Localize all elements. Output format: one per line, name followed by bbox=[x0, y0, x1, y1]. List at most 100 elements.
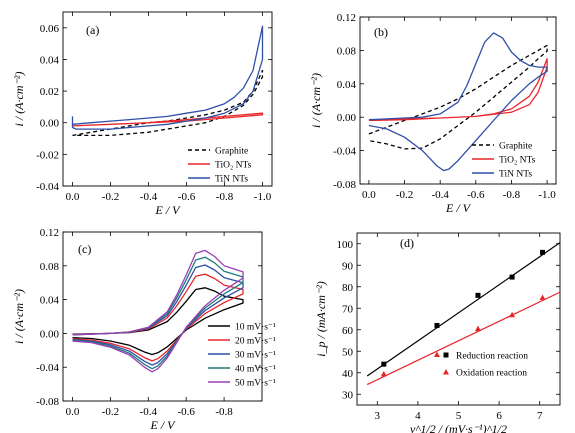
x-tick-label: -0.4 bbox=[140, 191, 158, 203]
legend-label: 40 mV·s⁻¹ bbox=[235, 365, 276, 375]
y-tick-label: 60 bbox=[342, 325, 354, 337]
legend-label: TiO₂ NTs bbox=[499, 156, 536, 166]
data-point-square bbox=[434, 322, 440, 328]
legend-label: TiN NTs bbox=[499, 170, 532, 180]
data-point-triangle bbox=[433, 351, 440, 357]
series-line-0 bbox=[72, 69, 264, 137]
y-axis-label: i_p / (mA·cm⁻²) bbox=[314, 281, 328, 357]
y-tick-label: 0.00 bbox=[40, 328, 60, 340]
data-point-triangle bbox=[539, 294, 546, 300]
y-tick-label: 80 bbox=[342, 282, 354, 294]
x-tick-label: -0.2 bbox=[396, 189, 413, 201]
legend-label: Reduction reaction bbox=[456, 352, 528, 362]
data-point-square bbox=[509, 274, 515, 280]
panel-label: (a) bbox=[86, 23, 99, 37]
y-axis-label: i / (A·cm⁻²) bbox=[309, 73, 323, 128]
x-tick-label: -0.4 bbox=[431, 189, 449, 201]
y-tick-label: 50 bbox=[342, 346, 354, 358]
x-axis-label: ν^1/2 / (mV·s⁻¹)^1/2 bbox=[410, 422, 507, 433]
x-tick-label: -1.0 bbox=[538, 189, 556, 201]
plot-frame bbox=[359, 16, 557, 185]
y-axis-label: i / (A·cm⁻²) bbox=[12, 72, 26, 127]
series-line-0 bbox=[72, 287, 244, 356]
x-axis-label: E / V bbox=[445, 201, 472, 215]
fit-line-0 bbox=[366, 242, 561, 377]
chart-panel-c: 0.0 -0.2 -0.4 -0.6 -0.8 -0.08 -0.04 0.00 0.04 0.0… bbox=[12, 227, 276, 432]
series-line-1 bbox=[72, 112, 264, 127]
legend-label: TiO₂ NTs bbox=[215, 161, 252, 171]
series-line-3 bbox=[72, 256, 244, 370]
y-tick-label: -0.08 bbox=[36, 396, 59, 408]
x-tick-label: -0.8 bbox=[215, 406, 233, 418]
panel-label: (c) bbox=[78, 242, 91, 256]
x-axis-label: E / V bbox=[150, 418, 177, 432]
y-tick-label: -0.02 bbox=[36, 149, 59, 161]
x-tick-label: 4 bbox=[415, 410, 421, 422]
y-tick-label: 0.00 bbox=[337, 112, 357, 124]
series-line-0 bbox=[368, 44, 548, 150]
x-tick-label: -1.0 bbox=[254, 191, 272, 203]
y-tick-label: 0.12 bbox=[40, 227, 59, 239]
legend-label: 10 mV·s⁻¹ bbox=[235, 323, 276, 333]
legend-label: TiN NTs bbox=[215, 175, 248, 185]
x-tick-label: 3 bbox=[375, 410, 381, 422]
x-tick-label: 7 bbox=[537, 410, 543, 422]
x-tick-label: -0.8 bbox=[503, 189, 521, 201]
series-line-2 bbox=[72, 264, 244, 366]
y-tick-label: -0.04 bbox=[36, 362, 59, 374]
series-group bbox=[368, 32, 548, 172]
y-tick-label: 0.04 bbox=[40, 295, 60, 307]
x-axis-label: E / V bbox=[155, 203, 182, 217]
series-line-2 bbox=[368, 32, 548, 172]
y-tick-label: -0.04 bbox=[333, 146, 356, 158]
series-group bbox=[71, 25, 264, 137]
y-tick-label: 90 bbox=[342, 260, 354, 272]
panel-label: (d) bbox=[400, 236, 414, 250]
series-line-4 bbox=[72, 249, 244, 373]
legend-marker-triangle bbox=[443, 369, 449, 375]
data-point-triangle bbox=[509, 311, 516, 318]
y-axis-label: i / (A·cm⁻²) bbox=[12, 289, 26, 344]
fit-line-1 bbox=[366, 291, 561, 386]
y-tick-label: 0.04 bbox=[337, 79, 357, 91]
y-tick-label: -0.04 bbox=[36, 181, 59, 193]
y-tick-label: 70 bbox=[342, 303, 354, 315]
chart-panel-b: 0.0 -0.2 -0.4 -0.6 -0.8 -1.0 -0.08 -0.04 0.00 0.0… bbox=[309, 12, 557, 215]
series-line-2 bbox=[71, 25, 264, 130]
x-tick-label: 0.0 bbox=[66, 191, 80, 203]
data-point-square bbox=[475, 292, 481, 298]
y-tick-label: 0.04 bbox=[40, 54, 60, 66]
y-tick-label: -0.08 bbox=[333, 179, 356, 191]
legend-label: Graphite bbox=[499, 142, 532, 152]
y-tick-label: 0.06 bbox=[40, 23, 60, 35]
y-tick-label: 0.08 bbox=[337, 45, 357, 57]
x-tick-label: 5 bbox=[456, 410, 462, 422]
chart-panel-d: 3 4 5 6 7 30 40 50 60 70 80 90 100 (d) Reduction react… bbox=[314, 232, 561, 433]
y-tick-label: 40 bbox=[342, 368, 354, 380]
data-point-square bbox=[381, 361, 387, 367]
plot-frame bbox=[356, 232, 561, 406]
data-point-triangle bbox=[474, 325, 481, 332]
data-point-triangle bbox=[380, 370, 387, 377]
x-tick-label: -0.2 bbox=[102, 406, 119, 418]
panel-label: (b) bbox=[374, 25, 388, 39]
x-tick-label: -0.4 bbox=[140, 406, 158, 418]
series-group bbox=[72, 249, 244, 373]
plot-frame bbox=[62, 231, 263, 402]
plot-frame bbox=[62, 11, 273, 187]
x-tick-label: 0.0 bbox=[66, 406, 80, 418]
x-tick-label: 6 bbox=[496, 410, 502, 422]
y-tick-label: 30 bbox=[342, 389, 354, 401]
x-tick-label: -0.6 bbox=[467, 189, 485, 201]
x-tick-label: -0.8 bbox=[216, 191, 234, 203]
series-line-1 bbox=[368, 58, 548, 122]
x-tick-label: -0.6 bbox=[177, 406, 195, 418]
y-tick-label: 0.08 bbox=[40, 261, 60, 273]
legend-label: Graphite bbox=[215, 147, 248, 157]
series-line-1 bbox=[72, 273, 244, 362]
y-tick-label: 0.02 bbox=[40, 86, 59, 98]
x-tick-label: -0.2 bbox=[102, 191, 119, 203]
y-tick-label: 0.12 bbox=[337, 12, 356, 24]
chart-panel-a: 0.0 -0.2 -0.4 -0.6 -0.8 -1.0 -0.04 -0.02 0.00 0.0… bbox=[12, 11, 273, 217]
